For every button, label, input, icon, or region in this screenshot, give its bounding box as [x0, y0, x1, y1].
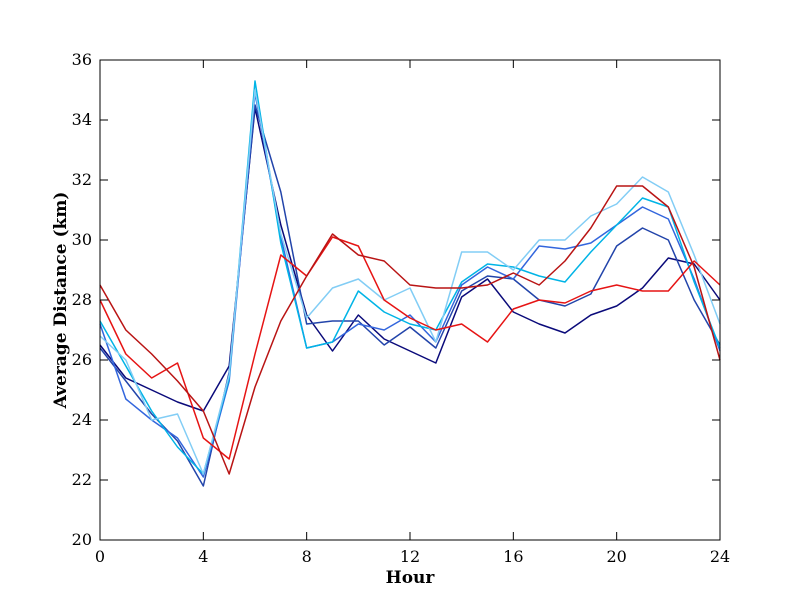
- y-tick-label: 34: [72, 110, 92, 129]
- x-tick-label: 0: [95, 547, 105, 566]
- y-tick-label: 26: [72, 350, 92, 369]
- y-axis-label: Average Distance (km): [51, 192, 71, 410]
- y-tick-label: 22: [72, 470, 92, 489]
- x-tick-label: 24: [710, 547, 730, 566]
- y-tick-label: 32: [72, 170, 92, 189]
- y-tick-label: 30: [72, 230, 92, 249]
- tick-label-layer: 0 4 8 12 16 20 24 20 22 24 26 28 30 32 34 36: [72, 50, 731, 566]
- y-tick-label: 28: [72, 290, 92, 309]
- y-tick-label: 24: [72, 410, 92, 429]
- x-tick-label: 20: [606, 547, 626, 566]
- series-line-5: [99, 89, 721, 475]
- x-tick-label: 16: [503, 547, 523, 566]
- x-tick-label: 12: [400, 547, 420, 566]
- series-line-6: [99, 236, 721, 460]
- series-line-2: [99, 104, 721, 487]
- y-tick-label: 36: [72, 50, 92, 69]
- series-line-7: [99, 185, 721, 475]
- x-tick-label: 4: [198, 547, 208, 566]
- x-axis-label: Hour: [386, 568, 436, 588]
- tick-layer: [99, 59, 721, 541]
- series-layer: [99, 80, 721, 487]
- x-tick-label: 8: [302, 547, 312, 566]
- y-tick-label: 20: [72, 530, 92, 549]
